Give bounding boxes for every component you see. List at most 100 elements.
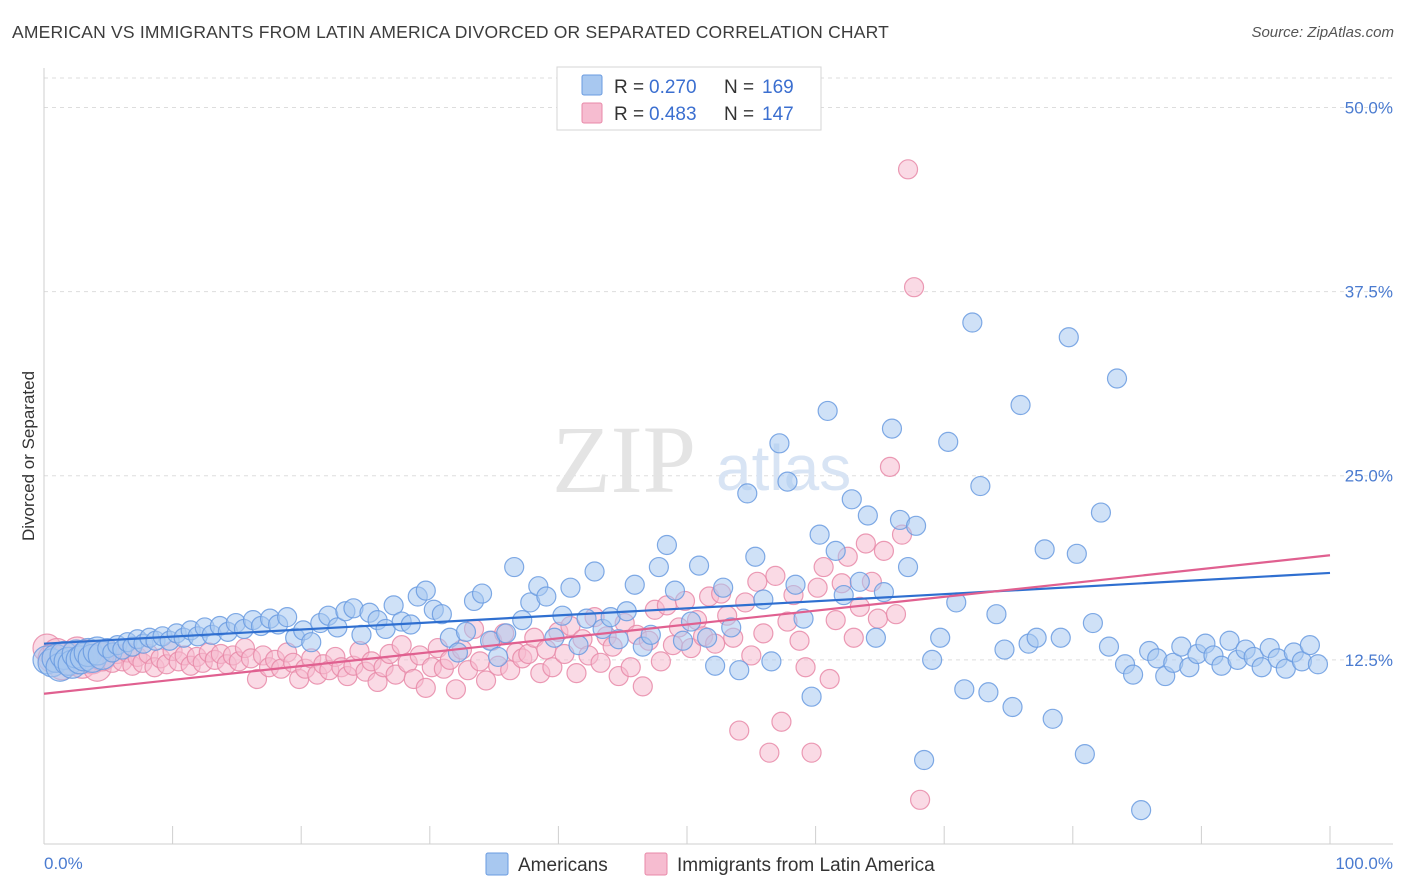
americans-point-138 [1066, 543, 1087, 564]
americans-point-119 [914, 749, 935, 771]
y-tick-label-2: 37.5% [1345, 283, 1393, 302]
americans-point-64 [471, 583, 493, 604]
americans-point-167 [1299, 635, 1321, 656]
correlation-legend: R = 0.270 N = 169 R = 0.483 N = 147 [556, 66, 822, 131]
americans-point-99 [753, 589, 774, 610]
immigrants-point-75 [469, 651, 491, 672]
americans-point-81 [608, 629, 629, 650]
y-tick-labels: 12.5% 25.0% 37.5% 50.0% [1345, 98, 1393, 669]
immigrants-point-66 [415, 677, 436, 698]
americans-point-101 [769, 433, 790, 454]
americans-point-75 [560, 577, 581, 598]
americans-point-86 [648, 556, 669, 578]
americans-point-100 [761, 651, 782, 672]
americans-point-111 [849, 571, 870, 592]
immigrants-point-119 [735, 592, 756, 613]
source-credit: Source: ZipAtlas.com [1251, 24, 1394, 41]
americans-point-90 [680, 611, 702, 632]
bottom-legend-americans: Americans [518, 855, 608, 876]
americans-point-49 [351, 624, 372, 645]
americans-point-135 [1042, 708, 1063, 729]
americans-point-117 [897, 556, 919, 578]
americans-point-140 [1082, 612, 1103, 634]
americans-point-127 [978, 682, 999, 703]
watermark-zip: ZIP [552, 406, 696, 513]
immigrants-point-125 [771, 711, 792, 732]
americans-point-83 [624, 574, 645, 595]
immigrants-point-124 [765, 565, 786, 587]
gridlines [44, 77, 1393, 661]
americans-point-108 [825, 540, 846, 561]
x-tick-label-min: 0.0% [44, 854, 83, 873]
americans-point-103 [785, 574, 806, 595]
legend-n-label-blue: N = [724, 77, 754, 98]
immigrants-point-122 [753, 623, 774, 644]
immigrants-point-71 [445, 679, 467, 700]
y-axis-title: Divorced or Separated [19, 371, 38, 541]
americans-trendline [43, 571, 1331, 645]
americans-point-104 [793, 608, 814, 629]
americans-point-69 [512, 609, 533, 631]
americans-point-130 [1002, 696, 1023, 718]
americans-point-142 [1098, 636, 1120, 657]
immigrants-point-76 [475, 670, 497, 691]
americans-point-145 [1122, 664, 1144, 685]
americans-point-67 [496, 623, 517, 644]
americans-point-161 [1251, 657, 1272, 678]
y-tick-label-1: 25.0% [1345, 467, 1393, 486]
immigrants-point-65 [409, 645, 430, 666]
americans-point-115 [881, 418, 903, 439]
americans-point-102 [777, 471, 798, 492]
americans-point-77 [576, 608, 597, 629]
immigrants-point-118 [729, 720, 750, 741]
americans-point-124 [954, 679, 975, 700]
immigrants-point-120 [741, 645, 762, 666]
immigrants-point-144 [885, 604, 907, 625]
y-tick-label-0: 12.5% [1345, 651, 1393, 670]
immigrants-point-123 [759, 742, 780, 763]
immigrants-point-139 [855, 533, 876, 554]
immigrants-point-80 [500, 660, 521, 681]
americans-point-134 [1034, 539, 1055, 560]
immigrants-point-146 [897, 159, 919, 180]
bottom-legend-swatch-americans [485, 852, 509, 876]
americans-point-120 [922, 649, 943, 670]
immigrants-point-128 [789, 630, 810, 651]
immigrants-point-95 [590, 652, 611, 673]
americans-point-129 [994, 639, 1015, 660]
americans-point-112 [857, 505, 878, 526]
immigrants-point-129 [795, 657, 816, 678]
legend-swatch-pink [581, 102, 603, 124]
americans-point-89 [672, 630, 694, 651]
americans-point-66 [488, 646, 509, 668]
americans-point-94 [713, 577, 734, 598]
immigrants-point-132 [813, 556, 834, 578]
trendlines [43, 554, 1331, 695]
immigrants-point-148 [909, 789, 931, 810]
americans-point-107 [817, 400, 838, 422]
americans-point-96 [729, 660, 750, 681]
americans-point-128 [986, 604, 1007, 625]
americans-point-136 [1050, 627, 1071, 648]
bottom-legend-immigrants: Immigrants from Latin America [677, 855, 935, 876]
legend-r-label-pink: R = [614, 104, 644, 125]
americans-point-139 [1074, 744, 1095, 765]
americans-point-133 [1026, 627, 1047, 648]
americans-point-105 [801, 686, 822, 707]
americans-point-141 [1090, 502, 1112, 523]
immigrants-point-130 [801, 742, 822, 763]
legend-n-value-blue: 169 [762, 77, 794, 98]
americans-point-57 [415, 580, 436, 601]
americans-point-72 [536, 586, 557, 607]
immigrants-point-133 [819, 668, 840, 690]
americans-point-76 [568, 635, 589, 656]
immigrants-point-100 [620, 657, 641, 678]
immigrants-point-142 [873, 540, 895, 561]
americans-point-85 [640, 624, 661, 645]
legend-r-value-pink: 0.483 [649, 104, 697, 125]
americans-point-125 [962, 312, 983, 333]
americans-point-87 [656, 534, 678, 556]
immigrants-point-91 [566, 663, 587, 684]
americans-point-62 [455, 621, 477, 642]
americans-point-40 [277, 607, 298, 628]
